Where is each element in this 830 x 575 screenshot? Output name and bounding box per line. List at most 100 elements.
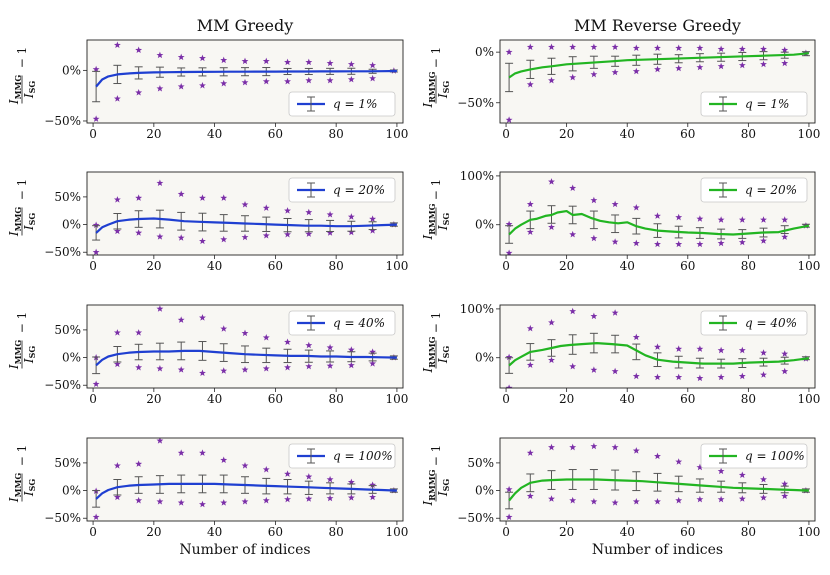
y-tick-label: 50% <box>467 456 494 470</box>
star-marker <box>590 70 598 78</box>
series-line <box>95 217 397 234</box>
legend: q = 20% <box>288 177 396 203</box>
star-marker <box>654 65 661 73</box>
star-marker <box>632 204 640 211</box>
x-tick-label: 0 <box>502 127 510 141</box>
star-marker <box>220 194 228 201</box>
y-axis-label: IMMG ISG − 1 <box>7 179 37 237</box>
star-marker <box>262 334 270 341</box>
star-marker <box>220 456 228 464</box>
star-marker <box>526 43 534 50</box>
y-label-denominator-sub: SG <box>27 346 37 359</box>
star-marker <box>590 196 598 204</box>
star-marker <box>369 481 377 488</box>
star-marker <box>526 449 534 456</box>
x-tick-label: 0 <box>502 525 510 539</box>
y-axis-label: IMMG ISG − 1 <box>7 445 37 503</box>
x-tick-label: 100 <box>385 525 408 539</box>
error-bar <box>505 491 514 510</box>
panel-reverse-q20: 0 20 40 60 80 100 0% 100% IRMMG ISG − 1 q = 20% <box>421 169 820 273</box>
star-marker <box>569 307 577 315</box>
star-marker <box>696 44 704 52</box>
star-marker <box>326 475 334 483</box>
y-label-numerator-sub: MMG <box>13 473 23 498</box>
star-marker <box>220 79 228 87</box>
y-tick-label: −50% <box>44 511 81 525</box>
x-tick-label: 80 <box>329 392 344 406</box>
star-marker <box>654 240 661 248</box>
star-marker <box>526 228 534 235</box>
y-tick-label: 0% <box>62 63 81 77</box>
y-label-numerator: IRMMG <box>421 71 437 108</box>
star-marker <box>199 194 206 201</box>
star-marker <box>505 116 513 123</box>
star-marker <box>199 369 206 376</box>
star-marker <box>611 443 619 451</box>
star-marker <box>305 208 313 216</box>
star-marker <box>347 494 355 501</box>
x-tick-label: 40 <box>620 525 635 539</box>
star-marker <box>717 467 725 475</box>
star-marker <box>156 233 164 240</box>
plot-frame <box>86 171 404 256</box>
star-marker <box>156 365 164 372</box>
star-marker <box>738 346 746 354</box>
y-tick-label: 0% <box>475 45 494 59</box>
panel-greedy-q1: 0 20 40 60 80 100 −50% 0% IMMG ISG − 1 q = 1% <box>7 39 408 141</box>
star-marker <box>199 314 206 321</box>
star-marker <box>326 362 334 369</box>
star-marker <box>262 496 270 504</box>
legend: q = 1% <box>700 91 808 117</box>
y-tick-label: −50% <box>457 96 494 110</box>
y-tick-label: 0% <box>475 484 494 498</box>
y-label-numerator-sub: MMG <box>13 207 23 232</box>
star-marker <box>654 498 661 505</box>
star-marker <box>738 471 746 478</box>
star-marker <box>548 356 555 364</box>
x-tick-label: 60 <box>680 259 695 273</box>
star-marker <box>675 213 683 221</box>
star-marker <box>569 43 577 50</box>
star-marker <box>241 233 249 241</box>
panel-greedy-q100: 0 20 40 60 80 100 −50% 0% 50% Number of indices IM… <box>7 437 408 558</box>
star-marker <box>220 325 228 332</box>
y-label-numerator-sub: MMG <box>13 75 23 100</box>
star-marker <box>305 473 313 480</box>
plot-content <box>92 305 398 388</box>
y-label-minus-one: − 1 <box>429 47 443 69</box>
star-marker <box>505 249 513 255</box>
y-tick-label: 100% <box>460 169 494 183</box>
star-marker <box>92 380 100 388</box>
star-marker <box>135 229 143 236</box>
star-marker <box>760 475 767 483</box>
star-marker <box>654 343 661 350</box>
y-tick-label: −50% <box>44 114 81 128</box>
x-tick-label: 20 <box>146 259 161 273</box>
plot-frame <box>499 437 816 522</box>
star-marker <box>262 465 270 473</box>
x-tick-label: 40 <box>207 392 222 406</box>
star-marker <box>569 184 577 192</box>
y-label-numerator: IMMG <box>7 207 23 237</box>
star-marker <box>177 366 185 373</box>
y-label-numerator-sub: MMG <box>13 340 23 365</box>
star-marker <box>781 59 789 67</box>
star-marker <box>738 372 746 380</box>
star-marker <box>156 179 164 186</box>
star-marker <box>548 76 555 84</box>
legend: q = 40% <box>288 310 396 336</box>
plot-content <box>92 179 398 255</box>
plot-frame <box>499 171 816 256</box>
star-marker <box>526 324 534 332</box>
star-marker <box>548 223 555 231</box>
star-marker <box>177 316 185 323</box>
plot-content <box>92 41 398 122</box>
series-line <box>95 69 397 88</box>
star-marker <box>760 494 767 501</box>
star-marker <box>696 63 704 71</box>
star-marker <box>569 362 577 370</box>
star-marker <box>326 76 334 84</box>
star-marker <box>781 367 789 375</box>
x-tick-label: 100 <box>385 127 408 141</box>
star-marker <box>113 462 121 469</box>
